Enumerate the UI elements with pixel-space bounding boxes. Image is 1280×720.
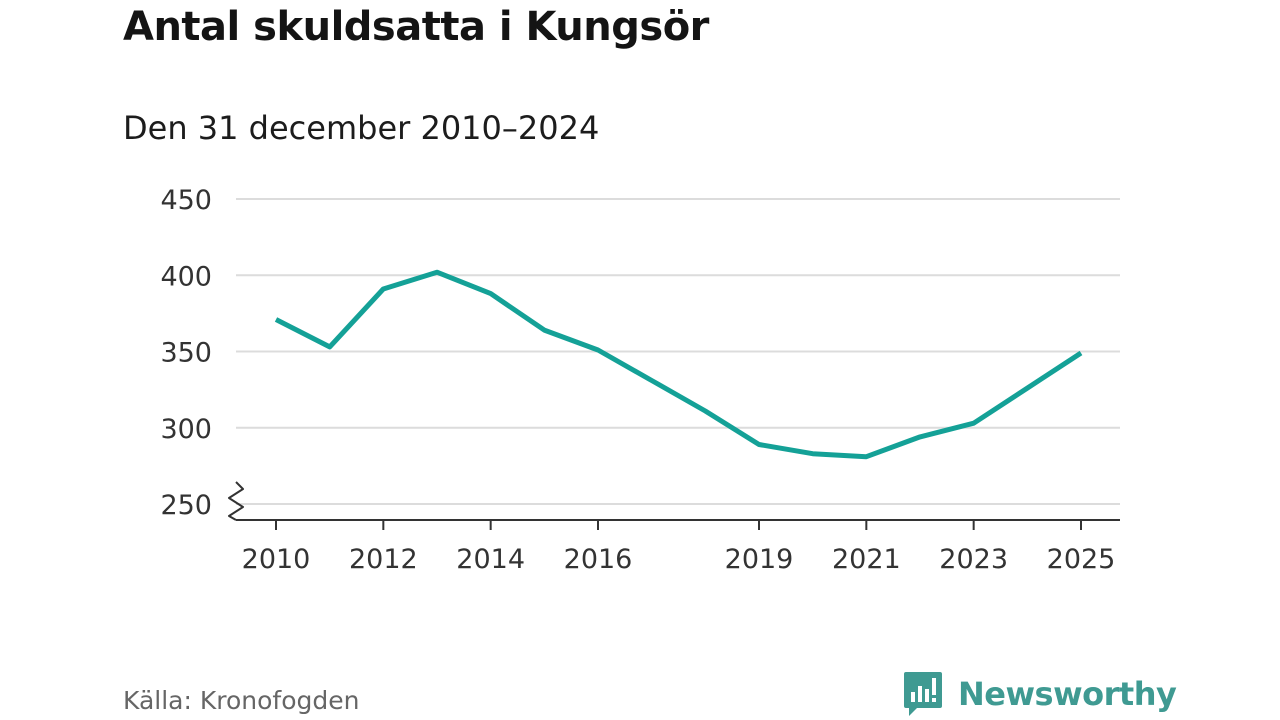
data-point-2015 xyxy=(542,328,547,333)
x-tick-label-2025: 2025 xyxy=(1047,544,1116,575)
x-tick-label-2021: 2021 xyxy=(832,544,901,575)
data-point-2010 xyxy=(274,317,279,322)
data-point-2023 xyxy=(971,421,976,426)
brand-name: Newsworthy xyxy=(958,675,1177,713)
data-point-2012 xyxy=(381,286,386,291)
data-point-2024 xyxy=(1025,386,1030,391)
x-tick-label-2019: 2019 xyxy=(725,544,794,575)
data-point-2013 xyxy=(435,270,440,275)
data-point-2021 xyxy=(864,454,869,459)
series-line-0 xyxy=(274,269,1083,460)
newsworthy-logo-icon xyxy=(904,672,942,716)
x-tick-label-2010: 2010 xyxy=(242,544,311,575)
y-tick-label-250: 250 xyxy=(160,490,212,521)
x-tick-label-2012: 2012 xyxy=(349,544,418,575)
brand: Newsworthy xyxy=(903,670,1177,718)
data-point-2011 xyxy=(327,344,332,349)
data-point-2014 xyxy=(488,291,493,296)
x-axis xyxy=(228,481,1120,530)
chart-subtitle: Den 31 december 2010–2024 xyxy=(123,109,600,147)
source-note: Källa: Kronofogden xyxy=(123,686,360,715)
y-tick-label-450: 450 xyxy=(160,185,212,216)
data-point-2020 xyxy=(810,451,815,456)
grid-layer xyxy=(236,198,1120,505)
axis-break-icon xyxy=(228,481,244,521)
tick-labels: 250 300 350 400 450 2010 2012 2014 2016 2019 2021 2… xyxy=(160,185,1115,575)
chart-title: Antal skuldsatta i Kungsör xyxy=(123,4,709,50)
data-point-2017 xyxy=(649,378,654,383)
y-tick-label-300: 300 xyxy=(160,414,212,445)
data-point-2022 xyxy=(918,434,923,439)
data-point-2025 xyxy=(1079,351,1084,356)
y-tick-label-350: 350 xyxy=(160,338,212,369)
data-point-2016 xyxy=(596,347,601,352)
x-tick-label-2023: 2023 xyxy=(939,544,1008,575)
x-tick-label-2014: 2014 xyxy=(456,544,525,575)
x-tick-label-2016: 2016 xyxy=(564,544,633,575)
data-point-2019 xyxy=(757,442,762,447)
series-layer xyxy=(274,269,1084,460)
data-point-2018 xyxy=(703,408,708,413)
y-tick-label-400: 400 xyxy=(160,261,212,292)
